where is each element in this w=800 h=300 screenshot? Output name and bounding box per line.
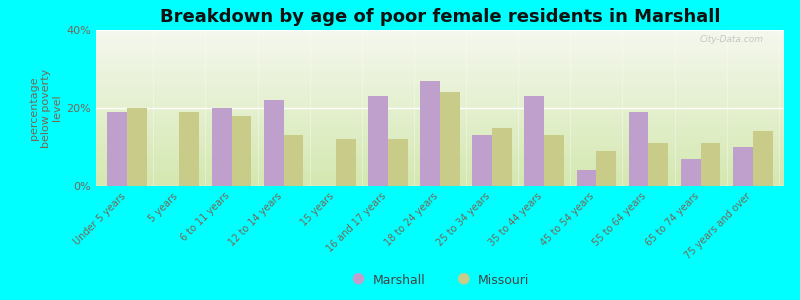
Legend: Marshall, Missouri: Marshall, Missouri xyxy=(346,268,534,292)
Bar xyxy=(596,151,616,186)
Title: Breakdown by age of poor female residents in Marshall: Breakdown by age of poor female resident… xyxy=(160,8,720,26)
Bar xyxy=(336,139,355,186)
Bar xyxy=(577,170,596,186)
Bar xyxy=(701,143,721,186)
Bar xyxy=(649,143,668,186)
Bar xyxy=(629,112,649,186)
Bar xyxy=(368,96,388,186)
Bar xyxy=(681,159,701,186)
Bar xyxy=(127,108,147,186)
Bar xyxy=(525,96,544,186)
Bar xyxy=(107,112,127,186)
Bar xyxy=(472,135,492,186)
Bar xyxy=(284,135,303,186)
Bar xyxy=(733,147,753,186)
Y-axis label: percentage
below poverty
level: percentage below poverty level xyxy=(29,68,62,148)
Text: City-Data.com: City-Data.com xyxy=(699,35,763,44)
Bar xyxy=(264,100,284,186)
Bar xyxy=(179,112,199,186)
Bar xyxy=(231,116,251,186)
Bar xyxy=(212,108,231,186)
Bar xyxy=(492,128,512,186)
Bar xyxy=(420,81,440,186)
Bar xyxy=(440,92,460,186)
Bar xyxy=(753,131,773,186)
Bar xyxy=(388,139,408,186)
Bar xyxy=(544,135,564,186)
